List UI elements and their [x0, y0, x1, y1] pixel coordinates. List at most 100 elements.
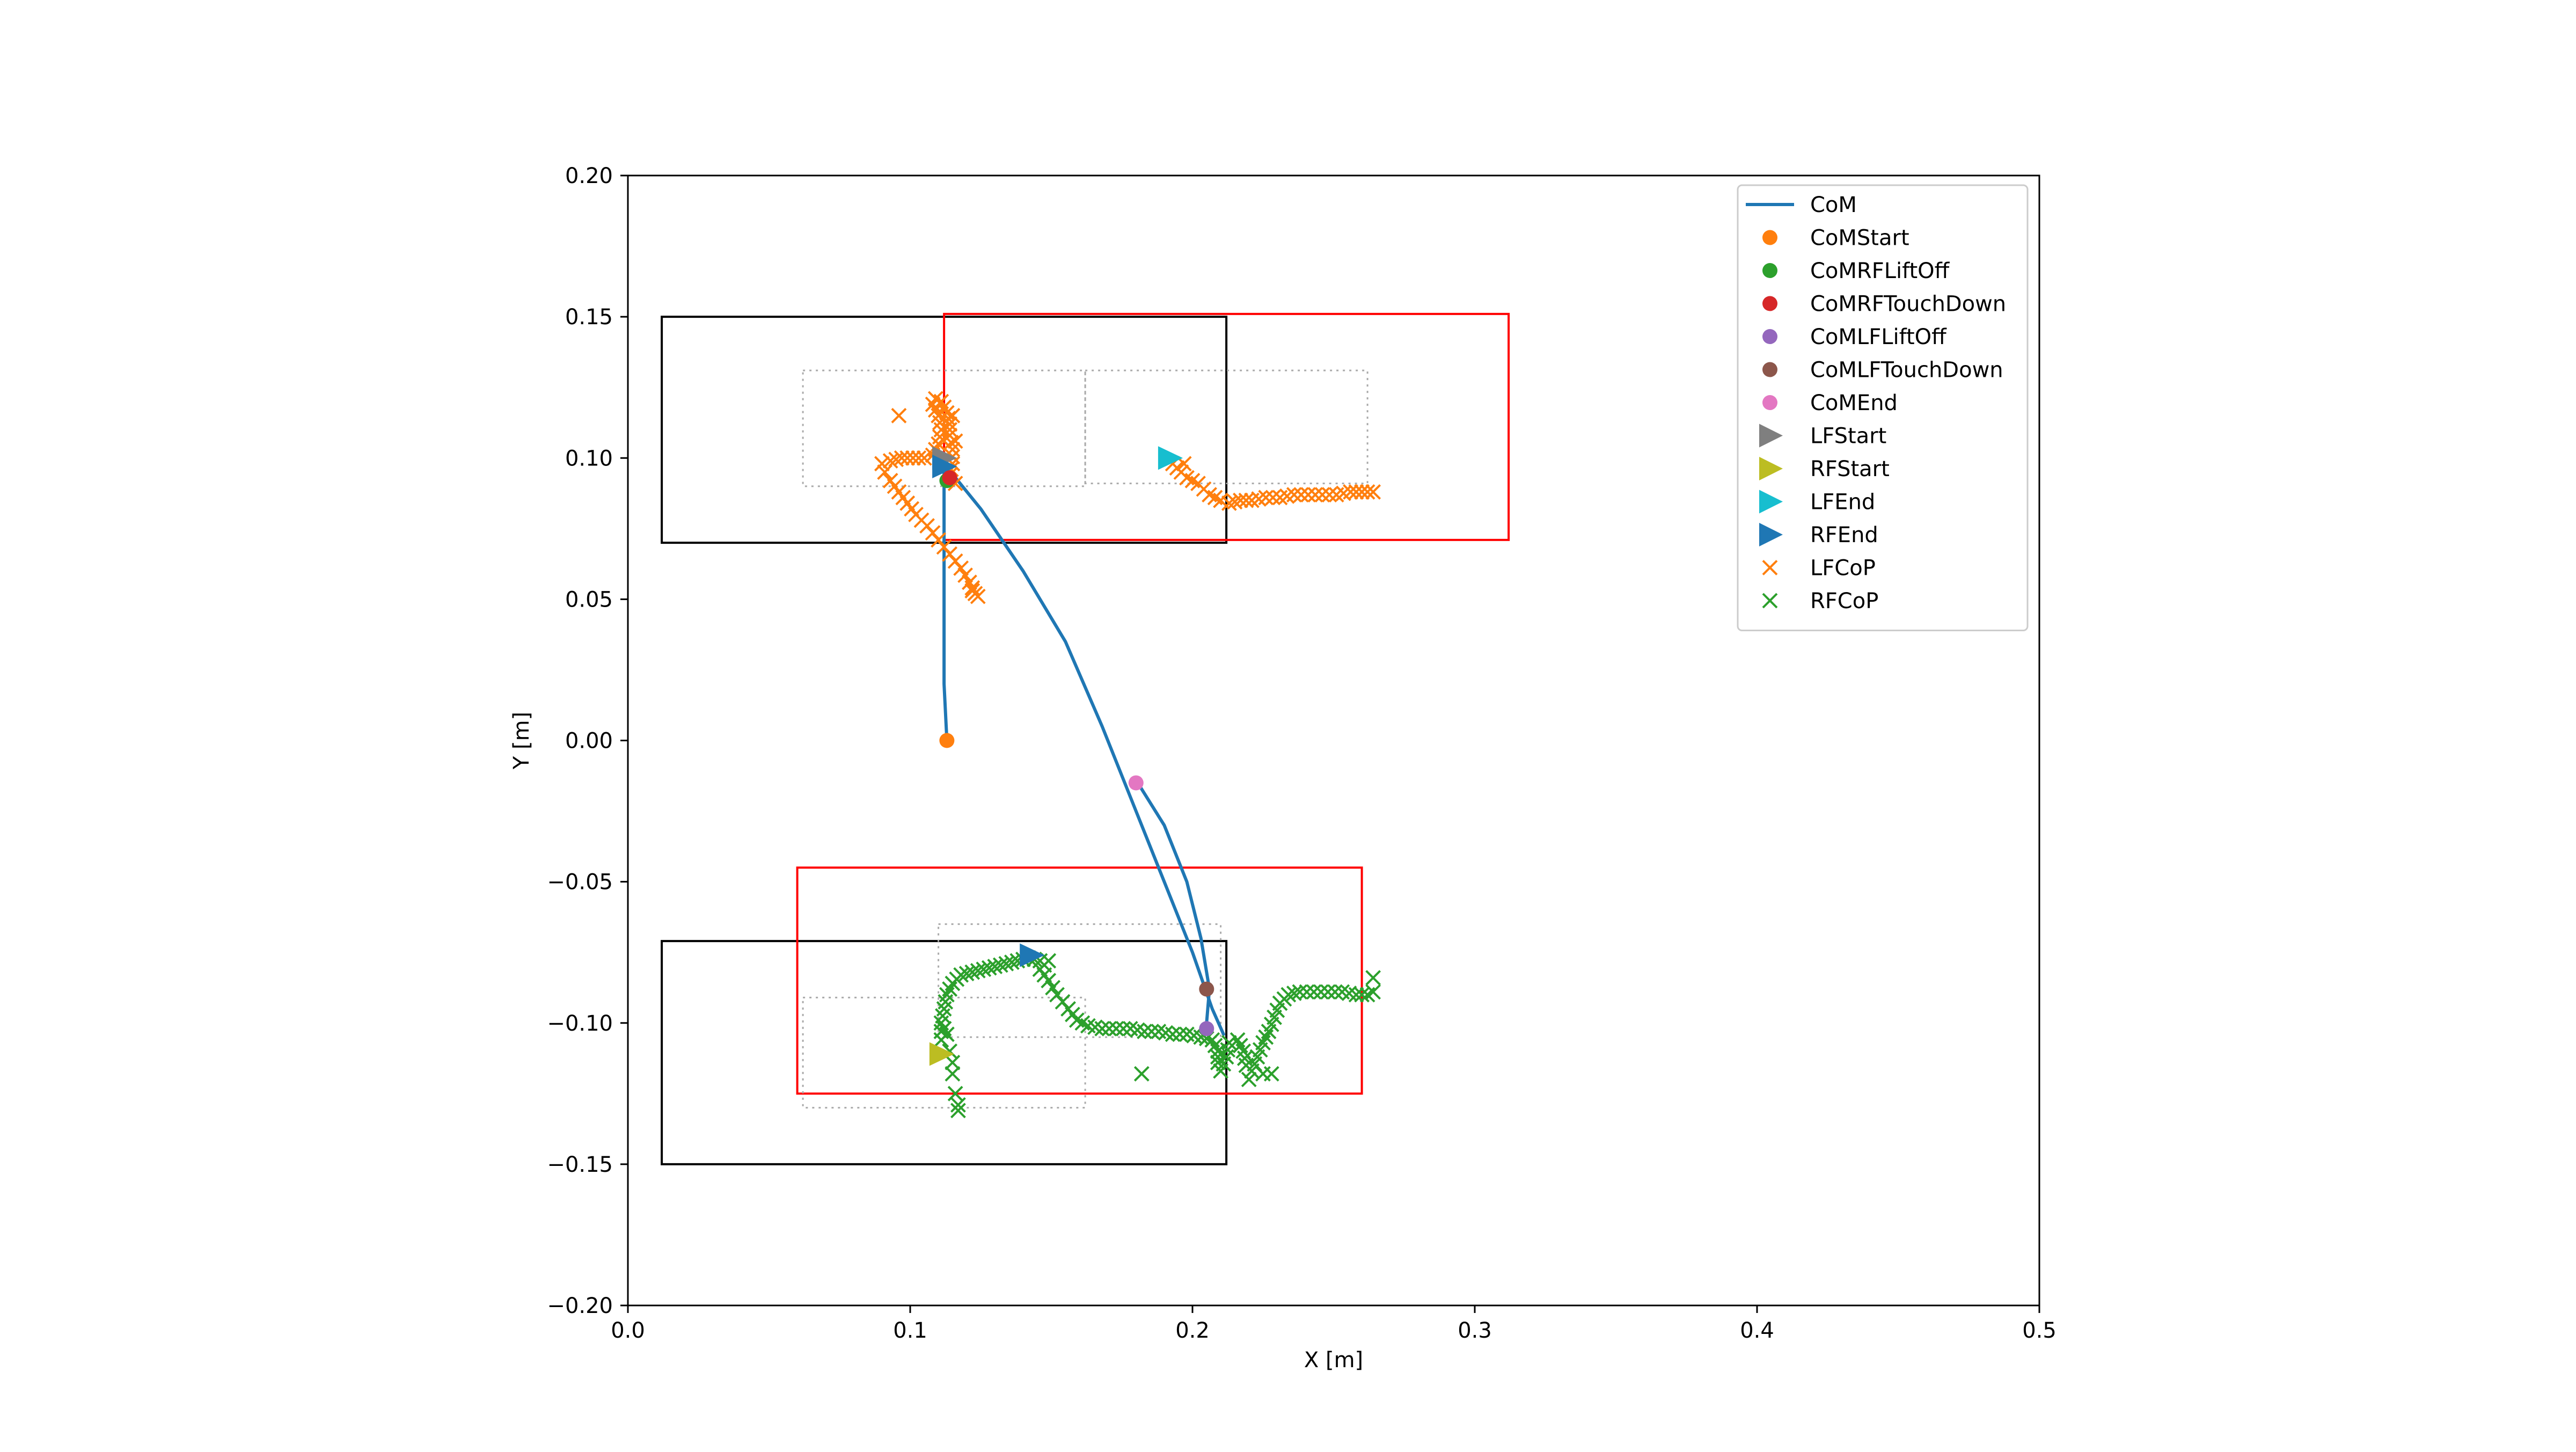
x-tick-label: 0.5	[2022, 1318, 2057, 1343]
rf-cop-marker	[1320, 984, 1336, 1000]
rf-cop-marker	[1041, 973, 1057, 989]
rf-cop-marker	[1365, 984, 1381, 1000]
legend-label: CoMRFTouchDown	[1810, 292, 2006, 317]
lf-cop-marker	[1258, 490, 1274, 506]
lf-cop-marker	[1365, 484, 1381, 500]
legend-label: RFStart	[1810, 457, 1890, 481]
rf-cop-marker	[1365, 970, 1381, 986]
lf-cop-marker	[916, 450, 932, 466]
lf-cop-marker	[1314, 487, 1330, 503]
y-tick-label: −0.20	[547, 1294, 613, 1318]
com-path-stance	[942, 462, 949, 742]
y-tick-label: 0.10	[565, 446, 613, 471]
rf-cop-marker	[976, 961, 992, 977]
legend-swatch-comstart	[1762, 230, 1777, 245]
legend-label: RFEnd	[1810, 523, 1878, 548]
x-tick-label: 0.2	[1175, 1318, 1210, 1343]
com-event-comrftouchdown	[942, 470, 957, 486]
com-event-comlfliftoff	[1199, 1021, 1214, 1037]
foot-marker-lfend	[1158, 446, 1183, 470]
x-axis-label: X [m]	[1304, 1348, 1363, 1373]
legend-swatch-comlftouchdown	[1762, 362, 1777, 377]
foot-marker-rfend-initial	[932, 455, 957, 479]
legend-label: CoMRFLiftOff	[1810, 259, 1950, 283]
legend-label: LFCoP	[1810, 556, 1876, 581]
lf-cop-marker	[911, 450, 927, 466]
com-event-comlftouchdown	[1199, 981, 1214, 997]
rf-cop-marker	[947, 1085, 963, 1101]
lf-cop-marker	[882, 453, 898, 469]
lf-cop-marker	[1359, 484, 1375, 500]
rf-cop-marker	[970, 962, 986, 979]
rf-cop-marker	[1348, 987, 1364, 1003]
legend-label: CoMLFTouchDown	[1810, 358, 2003, 383]
lf-cop-marker	[942, 416, 958, 432]
lf-cop-marker	[957, 567, 973, 583]
com-path-transfer	[942, 462, 1225, 1036]
lf-cop-marker	[942, 422, 958, 438]
rf-cop-marker	[1327, 984, 1343, 1000]
rf-cop-marker	[1115, 1020, 1131, 1037]
x-tick-label: 0.4	[1740, 1318, 1774, 1343]
rf-cop-marker	[1354, 987, 1370, 1003]
legend-label: RFCoP	[1810, 589, 1878, 614]
rf-cop-marker	[1210, 1055, 1226, 1070]
lf-cop-marker	[905, 450, 921, 466]
lf-cop-marker	[945, 407, 961, 424]
rf-cop-marker	[1241, 1071, 1257, 1088]
rf-cop-marker	[1172, 1026, 1188, 1042]
rf-cop-marker	[964, 964, 980, 980]
rf-cop-marker	[1263, 1066, 1279, 1082]
y-tick-label: 0.20	[565, 164, 613, 188]
rf-cop-marker	[945, 1066, 961, 1082]
com-trajectory	[942, 462, 1225, 1036]
rf-cop-marker	[958, 966, 975, 982]
x-tick-label: 0.1	[893, 1318, 927, 1343]
legend-label: LFStart	[1810, 424, 1886, 449]
footstep-boxes	[661, 312, 1510, 1165]
cop-markers	[874, 391, 1381, 1119]
rf-cop-marker	[1280, 987, 1297, 1003]
legend-swatch-comrftouchdown	[1762, 296, 1777, 311]
legend-label: CoMStart	[1810, 226, 1909, 251]
lf-cop-marker	[1238, 492, 1254, 508]
lf-cop-marker	[894, 450, 910, 466]
rf-cop-marker	[998, 955, 1014, 972]
lf-cop-marker	[1221, 495, 1237, 511]
legend-label: CoMLFLiftOff	[1810, 325, 1947, 349]
rf-cop-marker	[1144, 1024, 1160, 1039]
lf-cop-marker	[1321, 487, 1337, 503]
rf-cop-marker	[1045, 980, 1061, 996]
rf-cop-marker	[945, 1055, 961, 1070]
rf-cop-marker	[1292, 984, 1308, 1000]
y-tick-label: −0.10	[547, 1011, 613, 1036]
rf-cop-marker	[1108, 1020, 1124, 1037]
legend-swatch-comrfliftoff	[1762, 263, 1777, 278]
foot-marker-rfend	[1020, 943, 1045, 967]
axes: 0.0 0.1 0.2 0.3 0.4 0.5 0.20 0.15 0.10 0.05 0.00 −0…	[547, 164, 2056, 1343]
com-event-comstart	[939, 733, 955, 748]
y-axis-label: Y [m]	[509, 712, 534, 770]
lf-cop-marker	[874, 456, 890, 472]
legend-swatch-lfend	[1759, 490, 1783, 514]
rf-cop-marker	[1165, 1026, 1181, 1042]
rf-end-box	[796, 866, 1363, 1095]
rf-cop-marker	[1306, 984, 1322, 1000]
legend-swatch-lfcop	[1762, 560, 1778, 575]
rf-support-box-1	[802, 996, 1086, 1109]
lf-cop-marker	[962, 574, 977, 590]
x-tick-label: 0.0	[611, 1318, 645, 1343]
rf-cop-marker	[1004, 954, 1020, 971]
rf-cop-marker	[1221, 1035, 1237, 1051]
legend-swatch-lfstart	[1759, 424, 1783, 448]
lf-cop-marker	[1286, 487, 1302, 503]
lf-cop-marker	[1348, 484, 1364, 500]
lf-cop-marker	[891, 407, 907, 424]
lf-cop-marker	[899, 450, 916, 466]
legend-swatch-comend	[1762, 395, 1777, 410]
rf-cop-marker	[953, 967, 969, 983]
lf-cop-marker	[877, 464, 893, 480]
lf-cop-marker	[1265, 490, 1281, 506]
lf-cop-marker	[882, 472, 898, 488]
